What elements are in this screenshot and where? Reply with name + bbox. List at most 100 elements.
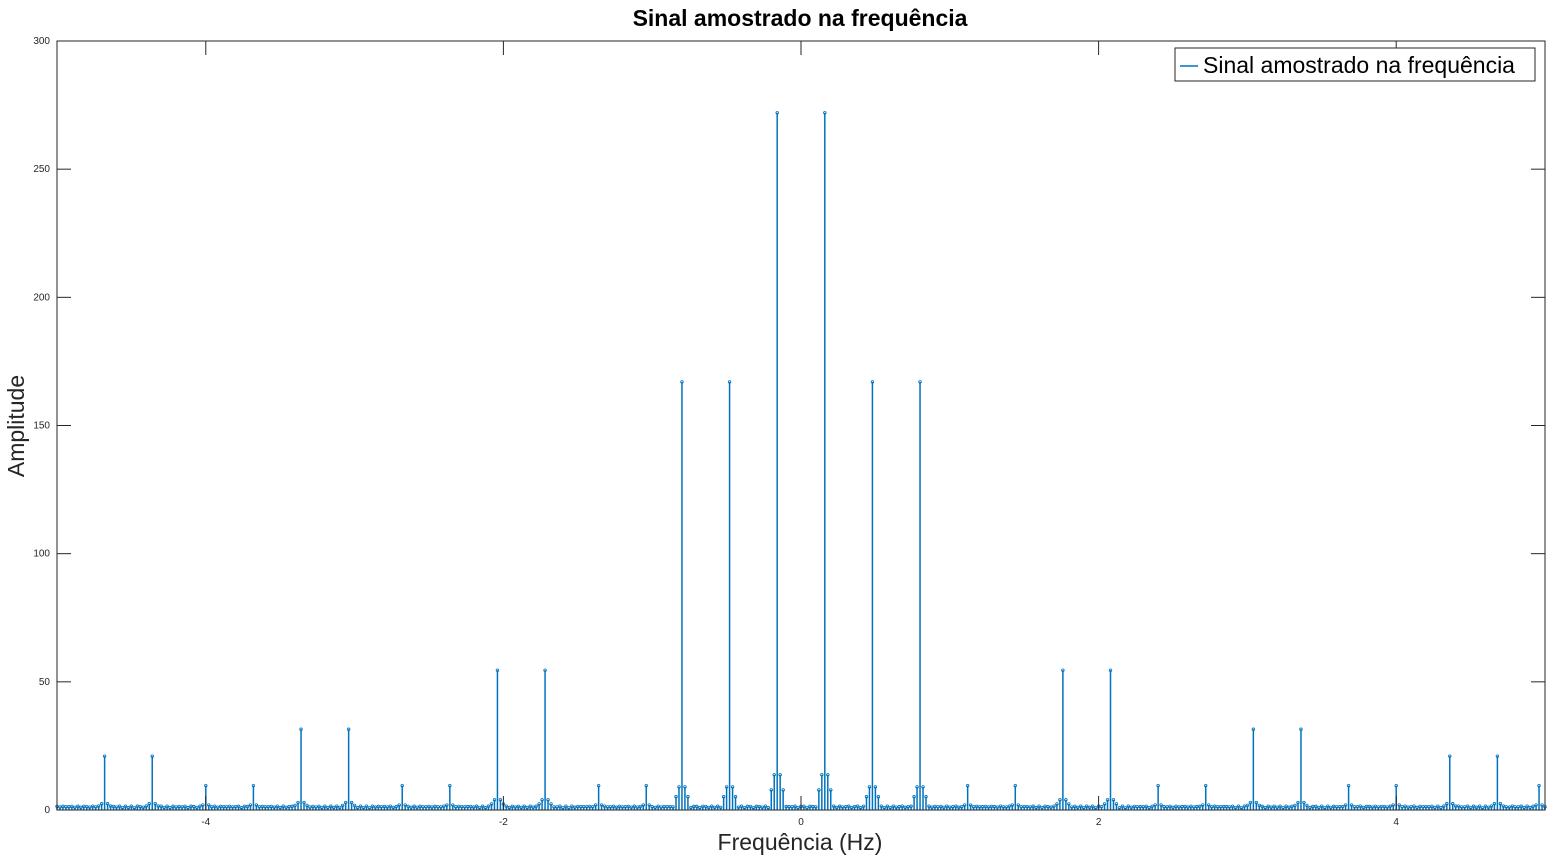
stem-point — [1201, 803, 1205, 810]
stem-marker — [397, 803, 401, 807]
stem-marker — [343, 800, 348, 805]
stem-point — [1531, 804, 1535, 810]
stem-marker — [346, 727, 351, 731]
stem-point — [632, 804, 637, 810]
y-tick-label: 200 — [33, 292, 50, 303]
stem-point — [983, 804, 988, 810]
stem-marker — [1540, 803, 1544, 807]
stem-point — [1242, 804, 1247, 810]
stem-marker — [846, 804, 851, 808]
stem-marker — [1156, 783, 1160, 788]
stem-marker — [1111, 798, 1116, 802]
stem-marker — [1445, 802, 1449, 806]
stem-point — [823, 111, 827, 810]
stem-marker — [1332, 804, 1336, 809]
stem-point — [695, 804, 699, 810]
stem-point — [864, 795, 869, 810]
stem-marker — [1492, 802, 1497, 806]
stem-marker — [123, 804, 128, 808]
stem-marker — [1430, 804, 1434, 809]
stem-marker — [498, 798, 503, 802]
stem-marker — [1391, 803, 1395, 807]
stem-marker — [424, 805, 428, 809]
stem-marker — [1293, 803, 1297, 808]
stem-point — [1064, 798, 1068, 810]
stem-marker — [189, 804, 193, 808]
stem-marker — [1263, 806, 1267, 810]
stem-marker — [314, 805, 318, 809]
stem-point — [171, 804, 175, 810]
stem-marker — [120, 806, 125, 810]
stem-point — [710, 804, 714, 810]
stem-marker — [939, 804, 943, 809]
plot-area — [57, 41, 1545, 810]
stem-point — [909, 804, 913, 810]
stem-point — [814, 805, 818, 810]
stem-marker — [406, 804, 410, 809]
stem-point — [936, 805, 940, 810]
stem-marker — [192, 804, 196, 809]
stem-point — [793, 804, 797, 810]
stem-marker — [1073, 804, 1077, 809]
stem-marker — [1025, 804, 1029, 809]
stem-point — [364, 804, 369, 810]
stem-marker — [891, 804, 895, 808]
stem-marker — [805, 806, 809, 810]
stem-point — [213, 804, 217, 810]
stem-marker — [629, 805, 634, 809]
stem-marker — [1489, 804, 1494, 808]
stem-marker — [317, 804, 321, 808]
stem-marker — [974, 804, 979, 809]
stem-point — [433, 804, 437, 810]
stem-marker — [1346, 783, 1351, 788]
stem-marker — [1281, 806, 1285, 810]
stem-marker — [135, 804, 140, 808]
stem-point — [382, 804, 387, 810]
stem-marker — [394, 804, 398, 809]
stem-marker — [647, 803, 651, 807]
stem-point — [82, 804, 86, 810]
stem-point — [590, 805, 595, 810]
stem-point — [349, 800, 354, 810]
stem-point — [1483, 804, 1488, 810]
stem-marker — [712, 805, 717, 810]
stem-point — [1251, 727, 1256, 810]
stem-marker — [760, 805, 765, 810]
x-axis-label: Frequência (Hz) — [718, 829, 883, 855]
stem-point — [296, 800, 300, 810]
stem-point — [1245, 803, 1250, 810]
stem-point — [1442, 804, 1446, 810]
stem-point — [1162, 805, 1166, 810]
stem-marker — [308, 805, 312, 809]
stem-point — [1465, 804, 1470, 810]
stem-point — [254, 803, 259, 810]
stem-marker — [1013, 783, 1017, 788]
stem-marker — [1141, 805, 1145, 809]
stem-marker — [962, 803, 967, 807]
stem-marker — [486, 804, 491, 808]
stem-point — [192, 804, 196, 810]
stem-point — [1207, 803, 1211, 810]
stem-marker — [162, 805, 166, 810]
stem-marker — [1436, 804, 1440, 808]
stem-point — [1427, 805, 1431, 810]
stem-point — [626, 804, 631, 810]
stem-marker — [141, 805, 146, 810]
stem-marker — [257, 805, 262, 809]
stem-marker — [1004, 805, 1009, 809]
stem-point — [546, 798, 550, 810]
stem-marker — [445, 803, 449, 807]
stem-marker — [965, 783, 970, 788]
stem-marker — [108, 804, 113, 808]
stem-marker — [1034, 805, 1038, 810]
stem-point — [323, 804, 327, 810]
stem-marker — [507, 805, 512, 810]
stem-point — [599, 803, 604, 810]
stem-marker — [995, 805, 1000, 809]
stem-marker — [1510, 804, 1514, 808]
stem-marker — [483, 806, 488, 810]
stem-point — [495, 668, 500, 810]
stem-marker — [510, 804, 515, 808]
stem-point — [76, 804, 80, 810]
stem-point — [843, 805, 848, 810]
